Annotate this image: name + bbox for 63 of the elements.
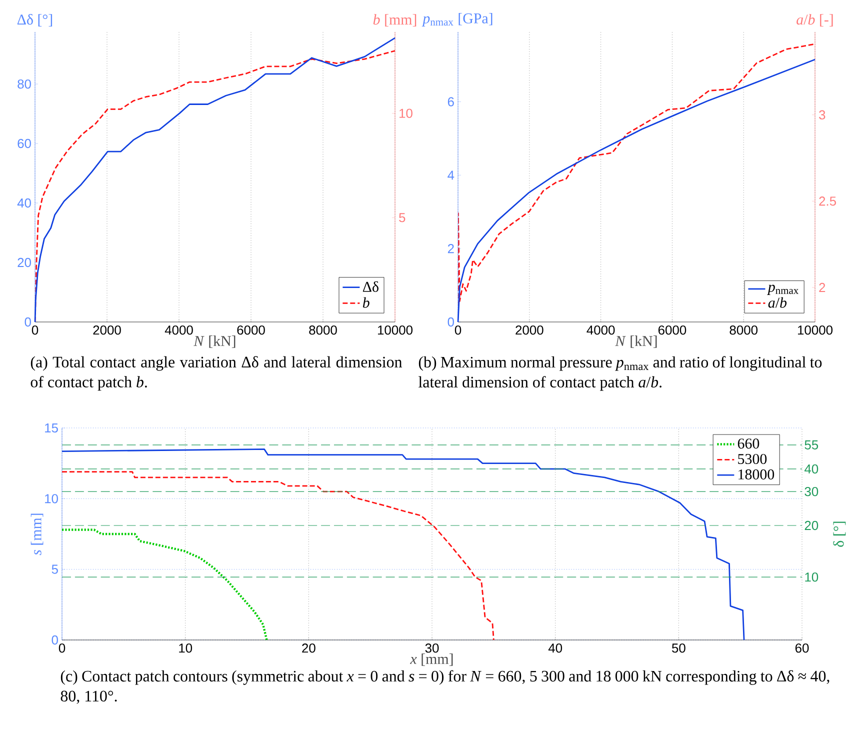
line-series bbox=[60, 528, 268, 642]
x-axis-title: x [mm] bbox=[410, 654, 453, 666]
y-tick-label: 0 bbox=[448, 317, 454, 327]
y2-tick-label: 5 bbox=[399, 213, 406, 222]
y-tick-label: 0 bbox=[24, 317, 31, 327]
legend-label: p$_{nmax}$ bbox=[767, 284, 798, 295]
x-tick-label: 8000 bbox=[730, 326, 758, 335]
x-tick-label: 6000 bbox=[658, 326, 686, 335]
y2-tick-label: 10 bbox=[400, 108, 412, 118]
x-tick-label: 50 bbox=[672, 644, 686, 653]
x-tick-label: 60 bbox=[795, 644, 809, 653]
y-tick-label: 60 bbox=[18, 138, 31, 148]
x-tick-label: 4000 bbox=[164, 326, 193, 335]
y-tick-label: 20 bbox=[18, 258, 31, 268]
y-axis-title: s [mm] bbox=[30, 514, 44, 556]
text: 10 bbox=[805, 572, 818, 582]
y-axis-title: Δδ [°] bbox=[17, 14, 52, 26]
x-tick-label: 4000 bbox=[586, 326, 615, 335]
line-series bbox=[61, 471, 494, 641]
y-tick-label: 4 bbox=[448, 170, 454, 180]
x-tick-label: 2000 bbox=[516, 326, 544, 335]
y2-axis-title: a/b [-] bbox=[796, 14, 833, 26]
y-tick-label: 0 bbox=[52, 635, 58, 645]
text: 30 bbox=[804, 486, 818, 496]
x-tick-label: 8000 bbox=[309, 326, 337, 335]
y2-axis-title: b [mm] bbox=[373, 14, 416, 26]
legend-label: 660 bbox=[738, 438, 760, 449]
x-tick-label: 0 bbox=[58, 644, 66, 653]
x-tick-label: 0 bbox=[32, 326, 38, 335]
y-tick-label: 10 bbox=[45, 494, 58, 504]
text: 40 bbox=[804, 464, 818, 474]
legend-label: b bbox=[362, 297, 370, 308]
text: 55 bbox=[804, 440, 818, 450]
y2-tick-label: 3 bbox=[819, 110, 826, 120]
x-tick-label: 2000 bbox=[93, 326, 121, 335]
x-tick-label: 6000 bbox=[237, 326, 265, 335]
y2-tick-label: 2 bbox=[819, 282, 826, 292]
x-axis-title: N [kN] bbox=[615, 336, 657, 348]
y-tick-label: 6 bbox=[448, 97, 454, 106]
y-axis-title: p$_{nmax}$ [GPa] bbox=[422, 12, 492, 26]
y2-tick-label: 2.5 bbox=[819, 196, 836, 206]
y-tick-label: 15 bbox=[45, 423, 58, 433]
text: 20 bbox=[804, 520, 818, 530]
x-tick-label: 20 bbox=[302, 644, 316, 653]
text: (a) Total contact angle variation Δδ and lateral dimension of contact patch b. bbox=[30, 356, 402, 391]
x-axis-title: N [kN] bbox=[194, 336, 236, 348]
legend-label: a/b bbox=[768, 297, 787, 308]
x-tick-label: 40 bbox=[548, 644, 562, 653]
text: (b) Maximum normal pressure p$_{nmax}$ and ratio of longitudinal to lateral dimension of contact patch a/b. bbox=[418, 356, 822, 391]
text: (c) Contact patch contours (symmetric about x = 0 and s = 0) for N = 660, 5 300 and 18 000 kN corresponding to Δδ ≈ 40, 80, 110°. bbox=[60, 670, 830, 704]
y-tick-label: 5 bbox=[52, 564, 58, 574]
legend-label: 18000 bbox=[738, 469, 774, 480]
x-tick-label: 10000 bbox=[798, 326, 833, 335]
y-tick-label: 2 bbox=[448, 244, 454, 254]
x-tick-label: 10 bbox=[179, 644, 192, 653]
legend-label: Δδ bbox=[362, 281, 378, 292]
x-tick-label: 10000 bbox=[378, 326, 413, 335]
y2-axis-title: δ [°] bbox=[833, 522, 846, 547]
x-tick-label: 30 bbox=[425, 644, 439, 653]
legend-label: 5300 bbox=[738, 454, 767, 464]
y-tick-label: 80 bbox=[18, 79, 31, 89]
x-tick-label: 0 bbox=[454, 326, 462, 335]
y-tick-label: 40 bbox=[17, 198, 31, 208]
